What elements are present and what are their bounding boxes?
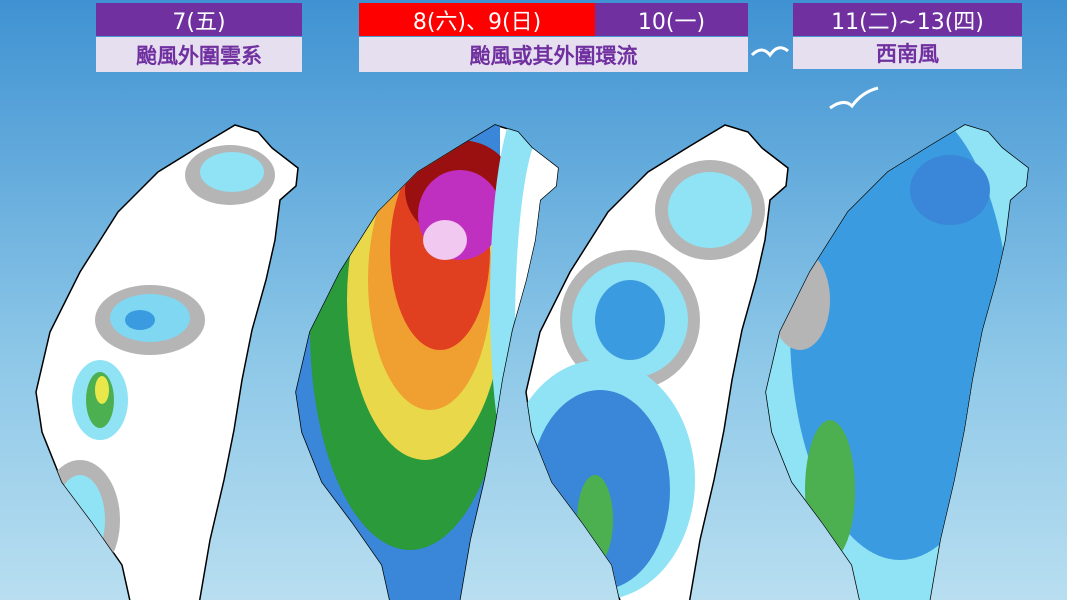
description-label: 颱風或其外圍環流: [359, 37, 748, 72]
bird: [829, 86, 879, 110]
date-label: 11(二)~13(四): [793, 3, 1022, 36]
panel-header-1: 7(五) 颱風外圍雲系: [96, 3, 302, 72]
description-label: 颱風外圍雲系: [96, 37, 302, 72]
panel-header-3: 11(二)~13(四) 西南風: [793, 3, 1022, 69]
panel-header-2: 8(六)、9(日) 10(一) 颱風或其外圍環流: [359, 3, 748, 72]
date-label: 7(五): [96, 3, 302, 36]
description-label: 西南風: [793, 37, 1022, 69]
date-label: 10(一): [595, 3, 748, 36]
bird: [750, 46, 789, 58]
rain-map-3: [525, 124, 789, 600]
date-label: 8(六)、9(日): [359, 3, 595, 36]
rain-map-2: [295, 124, 559, 600]
rain-map-1: [35, 124, 299, 600]
